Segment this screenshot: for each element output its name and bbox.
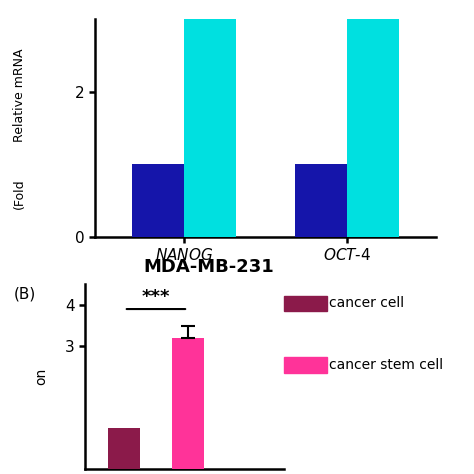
Bar xyxy=(184,0,236,237)
Bar xyxy=(172,338,204,469)
Text: (B): (B) xyxy=(14,287,36,302)
Text: cancer cell: cancer cell xyxy=(329,296,404,310)
Bar xyxy=(346,0,399,237)
Text: MDA-MB-231: MDA-MB-231 xyxy=(143,258,274,276)
Text: (Fold: (Fold xyxy=(13,178,26,209)
Text: cancer stem cell: cancer stem cell xyxy=(329,358,444,372)
Bar xyxy=(295,164,346,237)
Text: Relative mRNA: Relative mRNA xyxy=(13,48,26,142)
Text: ***: *** xyxy=(142,288,170,306)
Text: on: on xyxy=(35,368,48,385)
Bar xyxy=(132,164,184,237)
Bar xyxy=(108,428,140,469)
